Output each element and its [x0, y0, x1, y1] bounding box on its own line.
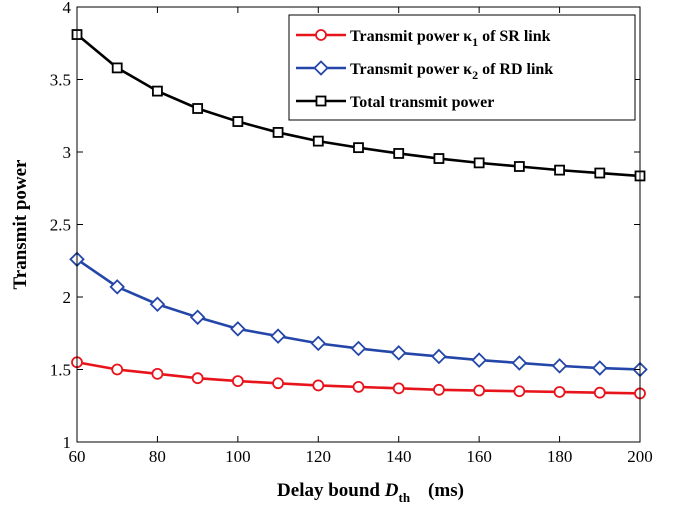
- data-point: [353, 142, 364, 154]
- tick-layer: 60 80 100 120 140 160 180 200 1 1.5 2 2.5 3 3.5 4: [50, 0, 653, 466]
- data-point: [592, 360, 608, 376]
- x-tick-label: 60: [69, 447, 86, 466]
- y-tick-label: 3: [63, 143, 72, 162]
- x-tick-label: 200: [627, 447, 653, 466]
- y-tick-label: 2.5: [50, 216, 71, 235]
- data-point: [151, 367, 164, 380]
- x-axis-title-main: Delay bound: [277, 480, 385, 501]
- data-point: [312, 135, 324, 147]
- legend-marker: [313, 60, 329, 76]
- data-point: [473, 157, 485, 169]
- data-point: [513, 385, 526, 398]
- x-axis-title: Delay bound Dth (ms): [277, 480, 464, 505]
- x-tick-label: 140: [386, 447, 412, 466]
- legend-label: Transmit power κ2 of RD link: [350, 61, 553, 82]
- data-point: [191, 372, 204, 385]
- data-point: [310, 335, 327, 352]
- y-tick-label: 1.5: [50, 361, 71, 380]
- data-point: [390, 345, 407, 361]
- legend: Transmit power κ1 of SR link Transmit pow…: [288, 14, 636, 121]
- legend-box: [288, 14, 636, 121]
- x-tick-label: 160: [466, 447, 492, 466]
- data-point: [551, 358, 568, 374]
- data-point: [350, 340, 367, 357]
- data-point: [192, 103, 204, 114]
- x-axis-title-var: D: [384, 480, 399, 501]
- series-2: [69, 251, 648, 378]
- data-point: [393, 148, 405, 159]
- data-point: [230, 321, 246, 337]
- y-tick-label: 3.5: [50, 71, 71, 90]
- data-point: [433, 153, 445, 164]
- legend-marker: [315, 95, 327, 107]
- legend-entry: Transmit power κ1 of SR link: [296, 28, 551, 49]
- x-tick-label: 180: [547, 447, 573, 466]
- series-1: [71, 356, 646, 400]
- data-point: [111, 62, 123, 74]
- data-point: [554, 164, 565, 176]
- x-tick-label: 80: [149, 447, 166, 466]
- data-point: [231, 375, 244, 388]
- x-tick-label: 120: [306, 447, 332, 466]
- data-point: [272, 127, 284, 138]
- data-point: [392, 382, 405, 395]
- data-point: [431, 348, 447, 365]
- x-axis-title-unit: (ms): [428, 480, 464, 501]
- data-point: [473, 384, 486, 397]
- x-tick-label: 100: [225, 447, 251, 466]
- data-point: [272, 377, 284, 390]
- data-point: [109, 279, 125, 295]
- data-point: [152, 85, 163, 97]
- x-axis-title-sub: th: [398, 490, 410, 505]
- data-point: [232, 116, 244, 127]
- data-point: [189, 309, 206, 326]
- data-point: [593, 386, 606, 399]
- legend-label: Transmit power κ1 of SR link: [350, 28, 551, 49]
- data-point: [270, 328, 286, 344]
- y-tick-label: 4: [63, 0, 72, 17]
- data-point: [471, 352, 487, 368]
- y-axis-title: Transmit power: [10, 159, 31, 290]
- data-point: [553, 386, 566, 398]
- legend-label: Total transmit power: [350, 94, 494, 111]
- data-point: [312, 379, 325, 392]
- data-point: [352, 380, 365, 393]
- data-point: [433, 383, 445, 396]
- data-point: [149, 296, 166, 313]
- legend-marker: [315, 29, 327, 41]
- y-tick-label: 1: [63, 433, 72, 452]
- legend-entry: Transmit power κ2 of RD link: [296, 60, 553, 82]
- legend-entry: Total transmit power: [296, 94, 494, 111]
- data-point: [513, 161, 525, 172]
- data-point: [511, 355, 528, 371]
- data-point: [111, 363, 124, 376]
- y-tick-label: 2: [63, 288, 72, 307]
- data-point: [594, 167, 606, 179]
